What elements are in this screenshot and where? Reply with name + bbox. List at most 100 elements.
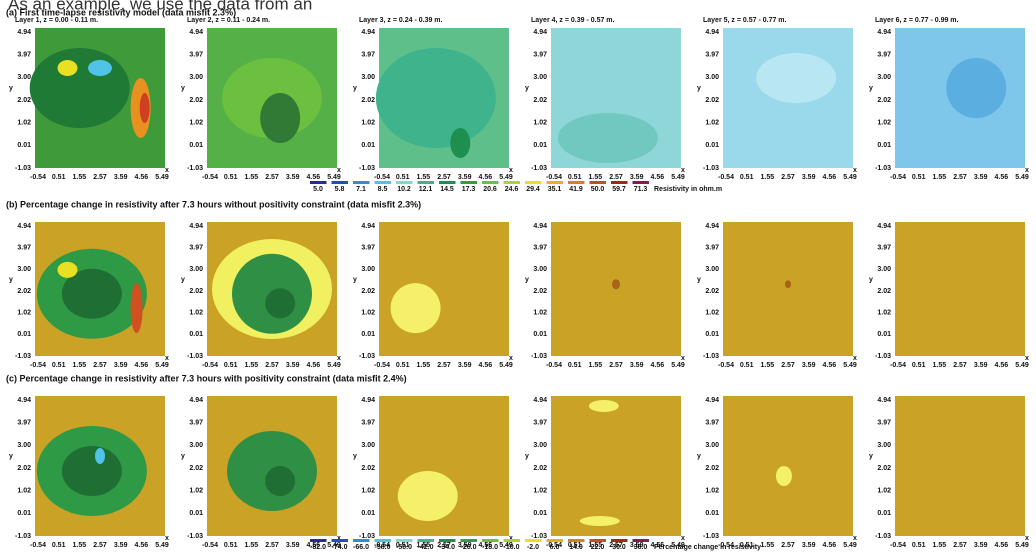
x-axis-label: x bbox=[681, 355, 685, 362]
y-tick-label: 1.02 bbox=[17, 120, 31, 127]
y-axis-label: y bbox=[869, 276, 873, 283]
y-axis-label: y bbox=[869, 85, 873, 92]
y-tick-label: 0.01 bbox=[361, 510, 375, 517]
y-tick-label: 1.02 bbox=[705, 488, 719, 495]
map-region bbox=[946, 58, 1007, 118]
y-tick-label: 1.02 bbox=[361, 488, 375, 495]
y-tick-label: 0.01 bbox=[361, 331, 375, 338]
x-tick-label: -0.54 bbox=[546, 362, 562, 369]
y-axis-label: y bbox=[525, 85, 529, 92]
y-tick-label: 0.01 bbox=[705, 142, 719, 149]
y-axis-label: y bbox=[697, 276, 701, 283]
colorbar-label: 5.0 bbox=[313, 186, 323, 193]
y-tick-label: 4.94 bbox=[705, 397, 719, 404]
colorbar-label: 14.0 bbox=[569, 544, 583, 551]
y-tick-label: 4.94 bbox=[877, 397, 891, 404]
y-tick-label: -1.03 bbox=[531, 353, 547, 360]
map-region bbox=[785, 280, 791, 289]
x-tick-label: 4.56 bbox=[651, 362, 665, 369]
colorbar-label: 22.0 bbox=[591, 544, 605, 551]
x-tick-label: 0.51 bbox=[740, 362, 754, 369]
colorbar-swatch bbox=[568, 181, 585, 184]
y-tick-label: 0.01 bbox=[361, 142, 375, 149]
y-tick-label: -1.03 bbox=[187, 533, 203, 540]
y-tick-label: -1.03 bbox=[531, 533, 547, 540]
y-tick-label: 3.00 bbox=[705, 74, 719, 81]
x-tick-label: 5.49 bbox=[843, 174, 857, 181]
colorbar-label: 10.2 bbox=[397, 186, 411, 193]
x-axis-label: x bbox=[509, 355, 513, 362]
row-title: (a) First time-lapse resistivity model (… bbox=[6, 7, 236, 17]
x-tick-label: 0.51 bbox=[52, 174, 66, 181]
x-tick-label: 0.51 bbox=[568, 362, 582, 369]
x-tick-label: 5.49 bbox=[843, 362, 857, 369]
x-tick-label: 5.49 bbox=[155, 362, 169, 369]
colorbar-swatch bbox=[374, 539, 391, 542]
x-tick-label: 3.59 bbox=[286, 542, 300, 549]
colorbar-label: 12.1 bbox=[419, 186, 433, 193]
x-tick-label: 0.51 bbox=[52, 542, 66, 549]
y-tick-label: 2.02 bbox=[17, 97, 31, 104]
y-tick-label: 3.97 bbox=[17, 420, 31, 427]
x-tick-label: 2.57 bbox=[93, 362, 107, 369]
x-axis-label: x bbox=[165, 167, 169, 174]
colorbar-swatch bbox=[503, 181, 520, 184]
x-tick-label: -0.54 bbox=[890, 362, 906, 369]
map-region bbox=[588, 400, 619, 412]
y-tick-label: 2.02 bbox=[533, 465, 547, 472]
x-tick-label: 1.55 bbox=[761, 542, 775, 549]
layer-title: Layer 4, z = 0.39 - 0.57 m. bbox=[531, 17, 615, 24]
y-tick-label: 3.97 bbox=[877, 420, 891, 427]
x-tick-label: 5.49 bbox=[499, 542, 513, 549]
y-tick-label: -1.03 bbox=[187, 165, 203, 172]
map bbox=[895, 222, 1025, 356]
y-tick-label: 2.02 bbox=[877, 97, 891, 104]
x-tick-label: 4.56 bbox=[651, 174, 665, 181]
y-tick-label: 0.01 bbox=[189, 331, 203, 338]
y-tick-label: 1.02 bbox=[533, 488, 547, 495]
y-tick-label: 3.97 bbox=[189, 52, 203, 59]
x-tick-label: 1.55 bbox=[417, 542, 431, 549]
y-tick-label: 3.97 bbox=[17, 52, 31, 59]
x-tick-label: 4.56 bbox=[307, 174, 321, 181]
colorbar-label: 17.3 bbox=[462, 186, 476, 193]
map-region bbox=[88, 60, 112, 76]
x-tick-label: 4.56 bbox=[135, 362, 149, 369]
y-tick-label: 2.02 bbox=[705, 288, 719, 295]
y-tick-label: 4.94 bbox=[17, 397, 31, 404]
map-region bbox=[57, 60, 78, 76]
map bbox=[723, 222, 853, 356]
x-tick-label: 3.59 bbox=[114, 362, 128, 369]
x-tick-label: 5.49 bbox=[671, 362, 685, 369]
map-region bbox=[265, 288, 296, 319]
map-region bbox=[260, 93, 301, 143]
y-tick-label: 2.02 bbox=[705, 97, 719, 104]
y-tick-label: 1.02 bbox=[361, 120, 375, 127]
y-axis-label: y bbox=[9, 85, 13, 92]
x-tick-label: -0.54 bbox=[718, 542, 734, 549]
y-tick-label: -1.03 bbox=[359, 165, 375, 172]
x-tick-label: 0.51 bbox=[912, 542, 926, 549]
x-tick-label: 5.49 bbox=[327, 174, 341, 181]
x-axis-label: x bbox=[337, 167, 341, 174]
x-tick-label: -0.54 bbox=[374, 542, 390, 549]
y-tick-label: 2.02 bbox=[361, 97, 375, 104]
y-tick-label: 3.97 bbox=[189, 420, 203, 427]
x-tick-label: 2.57 bbox=[265, 174, 279, 181]
y-axis-label: y bbox=[181, 276, 185, 283]
x-tick-label: 4.56 bbox=[823, 542, 837, 549]
x-tick-label: 1.55 bbox=[245, 542, 259, 549]
y-tick-label: 4.94 bbox=[17, 29, 31, 36]
y-tick-label: 0.01 bbox=[705, 510, 719, 517]
y-tick-label: 4.94 bbox=[533, 223, 547, 230]
x-tick-label: 3.59 bbox=[458, 174, 472, 181]
x-tick-label: 2.57 bbox=[953, 542, 967, 549]
x-tick-label: 4.56 bbox=[995, 174, 1009, 181]
map-region bbox=[29, 48, 130, 128]
y-tick-label: 4.94 bbox=[705, 223, 719, 230]
x-tick-label: 1.55 bbox=[245, 174, 259, 181]
y-tick-label: 0.01 bbox=[189, 510, 203, 517]
y-tick-label: 2.02 bbox=[877, 465, 891, 472]
y-tick-label: -1.03 bbox=[15, 533, 31, 540]
y-tick-label: 3.00 bbox=[877, 266, 891, 273]
